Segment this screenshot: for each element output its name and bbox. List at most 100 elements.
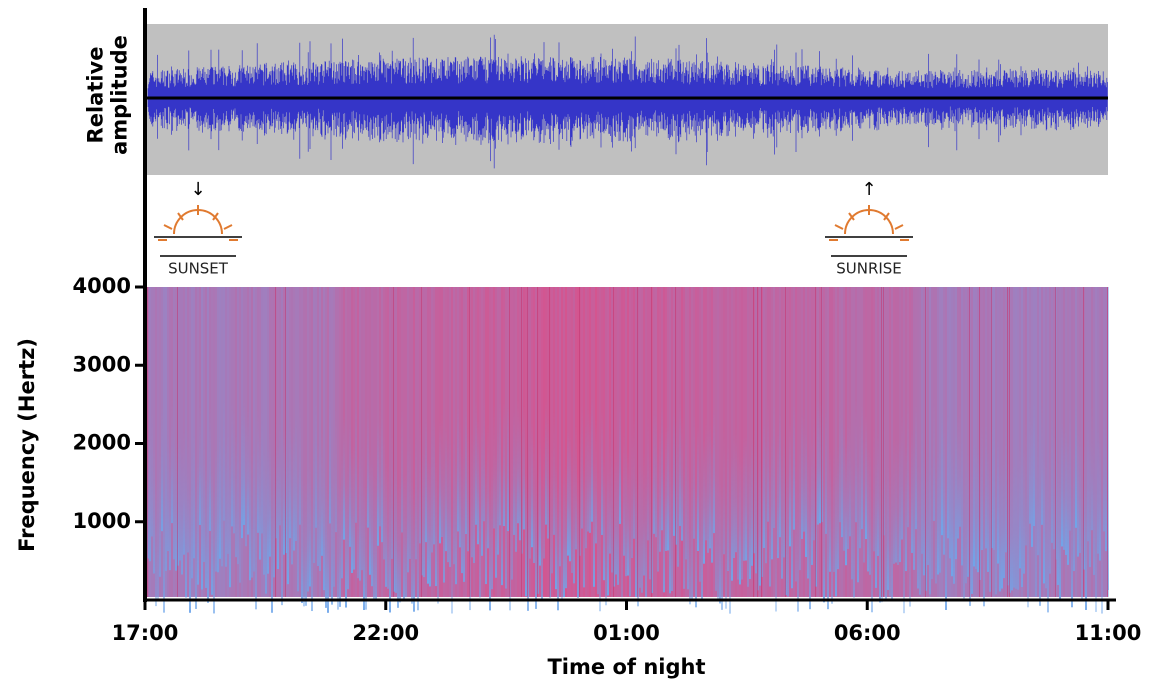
spectrogram-low bbox=[563, 473, 565, 598]
spectrogram-low bbox=[717, 475, 719, 600]
spectrogram-low bbox=[727, 446, 729, 571]
spectrogram-column bbox=[691, 287, 693, 597]
spectrogram-low bbox=[805, 432, 807, 557]
spectrogram-low bbox=[261, 409, 263, 534]
spectrogram-low bbox=[963, 474, 965, 599]
spectrogram-column bbox=[359, 287, 361, 597]
spectrogram-low bbox=[697, 426, 699, 551]
spectrogram-low bbox=[705, 416, 707, 541]
spectrogram-low bbox=[479, 473, 481, 598]
spectrogram-low bbox=[585, 424, 587, 549]
spectrogram-low bbox=[1033, 401, 1035, 526]
spectrogram-column bbox=[945, 287, 947, 597]
spectrogram-low bbox=[597, 470, 599, 595]
spectrogram-low bbox=[897, 440, 899, 565]
spectrogram-column bbox=[747, 287, 749, 597]
spectrogram-column bbox=[229, 287, 231, 597]
spectrogram-low bbox=[773, 403, 775, 528]
spectrogram-low bbox=[267, 449, 269, 574]
spectrogram-low bbox=[723, 430, 725, 555]
spectrogram-column bbox=[353, 287, 355, 597]
spectrogram-low bbox=[649, 455, 651, 580]
spectrogram-column bbox=[639, 287, 641, 597]
spectrogram-low bbox=[653, 409, 655, 534]
spectrogram-low bbox=[721, 485, 723, 610]
x-axis-label: Time of night bbox=[547, 655, 705, 679]
spectrogram-streak bbox=[969, 287, 970, 597]
spectrogram-column bbox=[617, 287, 619, 597]
spectrogram-low bbox=[663, 468, 665, 593]
y-tick-label: 4000 bbox=[73, 274, 131, 298]
spectrogram-column bbox=[163, 287, 165, 597]
spectrogram-column bbox=[297, 287, 299, 597]
spectrogram-low bbox=[371, 462, 373, 587]
spectrogram-low bbox=[745, 436, 747, 561]
spectrogram-low bbox=[957, 414, 959, 539]
spectrogram-low bbox=[791, 464, 793, 589]
spectrogram-low bbox=[673, 411, 675, 536]
spectrogram-column bbox=[267, 287, 269, 597]
spectrogram-column bbox=[869, 287, 871, 597]
spectrogram-column bbox=[387, 287, 389, 597]
spectrogram-streak bbox=[815, 287, 816, 597]
spectrogram-low bbox=[363, 486, 365, 611]
spectrogram-column bbox=[225, 287, 227, 597]
spectrogram-low bbox=[841, 413, 843, 538]
spectrogram-low bbox=[1027, 483, 1029, 608]
spectrogram-low bbox=[635, 472, 637, 597]
spectrogram-low bbox=[987, 447, 989, 572]
spectrogram-low bbox=[525, 472, 527, 597]
spectrogram-low bbox=[607, 471, 609, 596]
spectrogram-low bbox=[437, 479, 439, 604]
spectrogram-low bbox=[763, 423, 765, 548]
spectrogram-column bbox=[255, 287, 257, 597]
spectrogram-column bbox=[361, 287, 363, 597]
spectrogram-column bbox=[701, 287, 703, 597]
spectrogram-column bbox=[495, 287, 497, 597]
spectrogram-column bbox=[1095, 287, 1097, 597]
spectrogram-low bbox=[445, 427, 447, 552]
spectrogram-column bbox=[1017, 287, 1019, 597]
spectrogram-low bbox=[433, 420, 435, 545]
spectrogram-low bbox=[255, 485, 257, 610]
spectrogram-column bbox=[903, 287, 905, 597]
spectrogram-low bbox=[209, 406, 211, 531]
spectrogram-column bbox=[169, 287, 171, 597]
spectrogram-low bbox=[863, 438, 865, 563]
spectrogram-low bbox=[163, 488, 165, 613]
spectrogram-column bbox=[443, 287, 445, 597]
spectrogram-column bbox=[351, 287, 353, 597]
spectrogram-low bbox=[377, 421, 379, 546]
spectrogram-low bbox=[315, 403, 317, 528]
spectrogram-low bbox=[243, 400, 245, 525]
spectrogram-low bbox=[357, 454, 359, 579]
spectrogram-column bbox=[265, 287, 267, 597]
spectrogram-low bbox=[535, 484, 537, 609]
spectrogram-low bbox=[427, 459, 429, 584]
spectrogram-low bbox=[201, 465, 203, 590]
spectrogram-low bbox=[811, 440, 813, 565]
spectrogram-low bbox=[499, 401, 501, 526]
spectrogram-low bbox=[515, 427, 517, 552]
spectrogram-column bbox=[429, 287, 431, 597]
spectrogram-low bbox=[345, 483, 347, 608]
spectrogram-column bbox=[807, 287, 809, 597]
spectrogram-column bbox=[989, 287, 991, 597]
spectrogram-low bbox=[215, 447, 217, 572]
spectrogram-column bbox=[551, 287, 553, 597]
spectrogram-low bbox=[955, 435, 957, 560]
spectrogram-low bbox=[981, 426, 983, 551]
spectrogram-column bbox=[577, 287, 579, 597]
spectrogram-low bbox=[233, 409, 235, 534]
spectrogram-column bbox=[191, 287, 193, 597]
y-axis-label: Relativeamplitude bbox=[83, 35, 131, 155]
spectrogram-column bbox=[271, 287, 273, 597]
spectrogram-column bbox=[721, 287, 723, 597]
spectrogram-column bbox=[627, 287, 629, 597]
spectrogram-streak bbox=[753, 287, 754, 597]
spectrogram-low bbox=[927, 440, 929, 565]
spectrogram-column bbox=[535, 287, 537, 597]
spectrogram-column bbox=[913, 287, 915, 597]
spectrogram-column bbox=[417, 287, 419, 597]
spectrogram-low bbox=[583, 463, 585, 588]
